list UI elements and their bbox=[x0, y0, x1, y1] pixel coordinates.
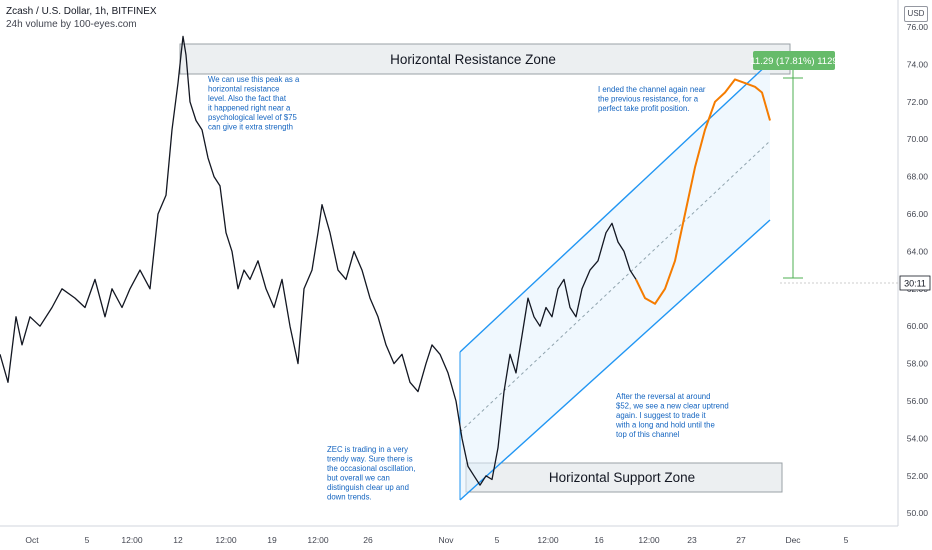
annotation-trend: ZEC is trading in a very trendy way. Sure… bbox=[327, 445, 415, 502]
indicator-label: 24h volume by 100-eyes.com bbox=[6, 19, 137, 30]
current-price-label: 30:11 bbox=[904, 279, 926, 289]
price-tick-1: 74.00 bbox=[907, 59, 929, 69]
annotation-channel-end: I ended the channel again near the previo… bbox=[598, 85, 706, 113]
time-tick-10: 12:00 bbox=[537, 535, 559, 545]
currency-selector[interactable]: USD bbox=[904, 6, 928, 22]
price-tick-11: 54.00 bbox=[907, 433, 929, 443]
price-tick-9: 58.00 bbox=[907, 359, 929, 369]
price-axis-ticks: 76.0074.0072.0070.0068.0066.0064.0062.00… bbox=[907, 22, 929, 518]
time-tick-12: 12:00 bbox=[638, 535, 660, 545]
time-tick-7: 26 bbox=[363, 535, 373, 545]
time-tick-4: 12:00 bbox=[215, 535, 237, 545]
price-tick-2: 72.00 bbox=[907, 97, 929, 107]
price-tick-12: 52.00 bbox=[907, 471, 929, 481]
measure-label-box bbox=[753, 51, 835, 70]
time-tick-5: 19 bbox=[267, 535, 277, 545]
time-tick-15: Dec bbox=[785, 535, 801, 545]
chart-title: Zcash / U.S. Dollar, 1h, BITFINEX bbox=[6, 6, 157, 17]
projection-line bbox=[635, 78, 771, 305]
time-tick-8: Nov bbox=[438, 535, 454, 545]
measure-label: 11.29 (17.81%) 1129 bbox=[750, 56, 837, 67]
time-tick-0: Oct bbox=[25, 535, 39, 545]
annotations: We can use this peak as a horizontal resi… bbox=[208, 75, 729, 502]
support-zone[interactable]: Horizontal Support Zone bbox=[465, 462, 783, 493]
time-tick-11: 16 bbox=[594, 535, 604, 545]
channel-median-line[interactable] bbox=[459, 140, 771, 433]
time-tick-16: 5 bbox=[844, 535, 849, 545]
current-price-marker: 30:11 bbox=[780, 275, 931, 291]
price-tick-8: 60.00 bbox=[907, 321, 929, 331]
annotation-peak: We can use this peak as a horizontal resi… bbox=[208, 75, 300, 132]
resistance-zone-label: Horizontal Resistance Zone bbox=[390, 52, 556, 67]
time-axis-ticks: Oct 5 12:00 12 12:00 19 12:00 26 Nov 5 12:00 16 12:0… bbox=[25, 535, 848, 545]
time-tick-9: 5 bbox=[495, 535, 500, 545]
time-tick-1: 5 bbox=[85, 535, 90, 545]
resistance-zone[interactable]: Horizontal Resistance Zone bbox=[179, 43, 791, 75]
support-zone-label: Horizontal Support Zone bbox=[549, 470, 695, 485]
ascending-channel[interactable] bbox=[459, 61, 771, 501]
price-axis[interactable]: 76.0074.0072.0070.0068.0066.0064.0062.00… bbox=[897, 0, 929, 526]
time-tick-6: 12:00 bbox=[307, 535, 329, 545]
time-tick-13: 23 bbox=[687, 535, 697, 545]
price-series-line bbox=[0, 35, 637, 486]
measure-tool[interactable]: 11.29 (17.81%) 1129 bbox=[750, 51, 838, 279]
price-tick-4: 68.00 bbox=[907, 172, 929, 182]
time-tick-2: 12:00 bbox=[121, 535, 143, 545]
price-tick-3: 70.00 bbox=[907, 134, 929, 144]
channel-lower-line[interactable] bbox=[459, 219, 771, 501]
time-axis[interactable]: Oct 5 12:00 12 12:00 19 12:00 26 Nov 5 12:00 16 12:0… bbox=[0, 525, 898, 545]
channel-fill bbox=[460, 62, 770, 500]
time-tick-14: 27 bbox=[736, 535, 746, 545]
price-tick-6: 64.00 bbox=[907, 246, 929, 256]
price-tick-0: 76.00 bbox=[907, 22, 929, 32]
time-tick-3: 12 bbox=[173, 535, 183, 545]
annotation-reversal: After the reversal at around $52, we see … bbox=[615, 392, 729, 439]
channel-upper-line[interactable] bbox=[459, 61, 771, 353]
price-tick-13: 50.00 bbox=[907, 508, 929, 518]
price-tick-5: 66.00 bbox=[907, 209, 929, 219]
price-tick-10: 56.00 bbox=[907, 396, 929, 406]
